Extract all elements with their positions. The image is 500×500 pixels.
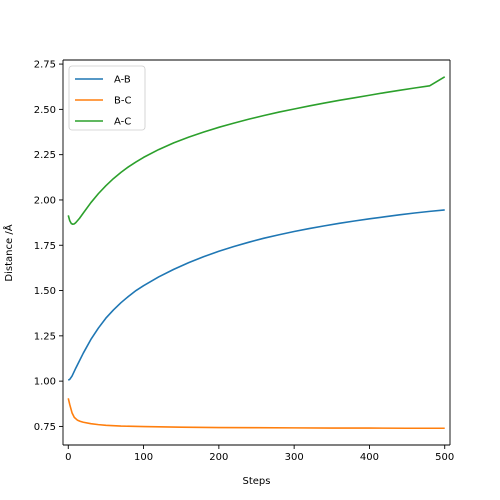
x-tick-label: 500 [435, 452, 454, 463]
y-tick-label: 0.75 [34, 422, 56, 433]
y-axis-label: Distance /Å [2, 224, 15, 281]
legend-label-a-c: A-C [114, 117, 131, 128]
x-tick-label: 400 [360, 452, 379, 463]
legend-label-b-c: B-C [114, 96, 131, 107]
legend-label-a-b: A-B [114, 75, 131, 86]
series-line-a-b [67, 209, 445, 381]
y-tick-label: 2.50 [34, 105, 56, 116]
y-tick-label: 2.00 [34, 195, 56, 206]
y-tick-label: 1.00 [34, 377, 56, 388]
series-line-b-c [67, 398, 445, 430]
series-line-a-c [67, 76, 446, 226]
y-tick-label: 1.75 [34, 241, 56, 252]
x-tick-label: 0 [65, 452, 71, 463]
y-tick-label: 2.75 [34, 60, 56, 71]
x-tick-label: 200 [209, 452, 228, 463]
y-tick-label: 1.50 [34, 286, 56, 297]
x-tick-label: 100 [134, 452, 153, 463]
legend-box [68, 65, 146, 131]
y-tick-label: 1.25 [34, 331, 56, 342]
y-tick-label: 2.25 [34, 150, 56, 161]
x-tick-label: 300 [285, 452, 304, 463]
plot-layer: 0 100 200 300 400 500 0.75 1.00 1.25 1.50 1.75 2.00… [34, 59, 454, 463]
x-axis-label: Steps [243, 476, 271, 487]
